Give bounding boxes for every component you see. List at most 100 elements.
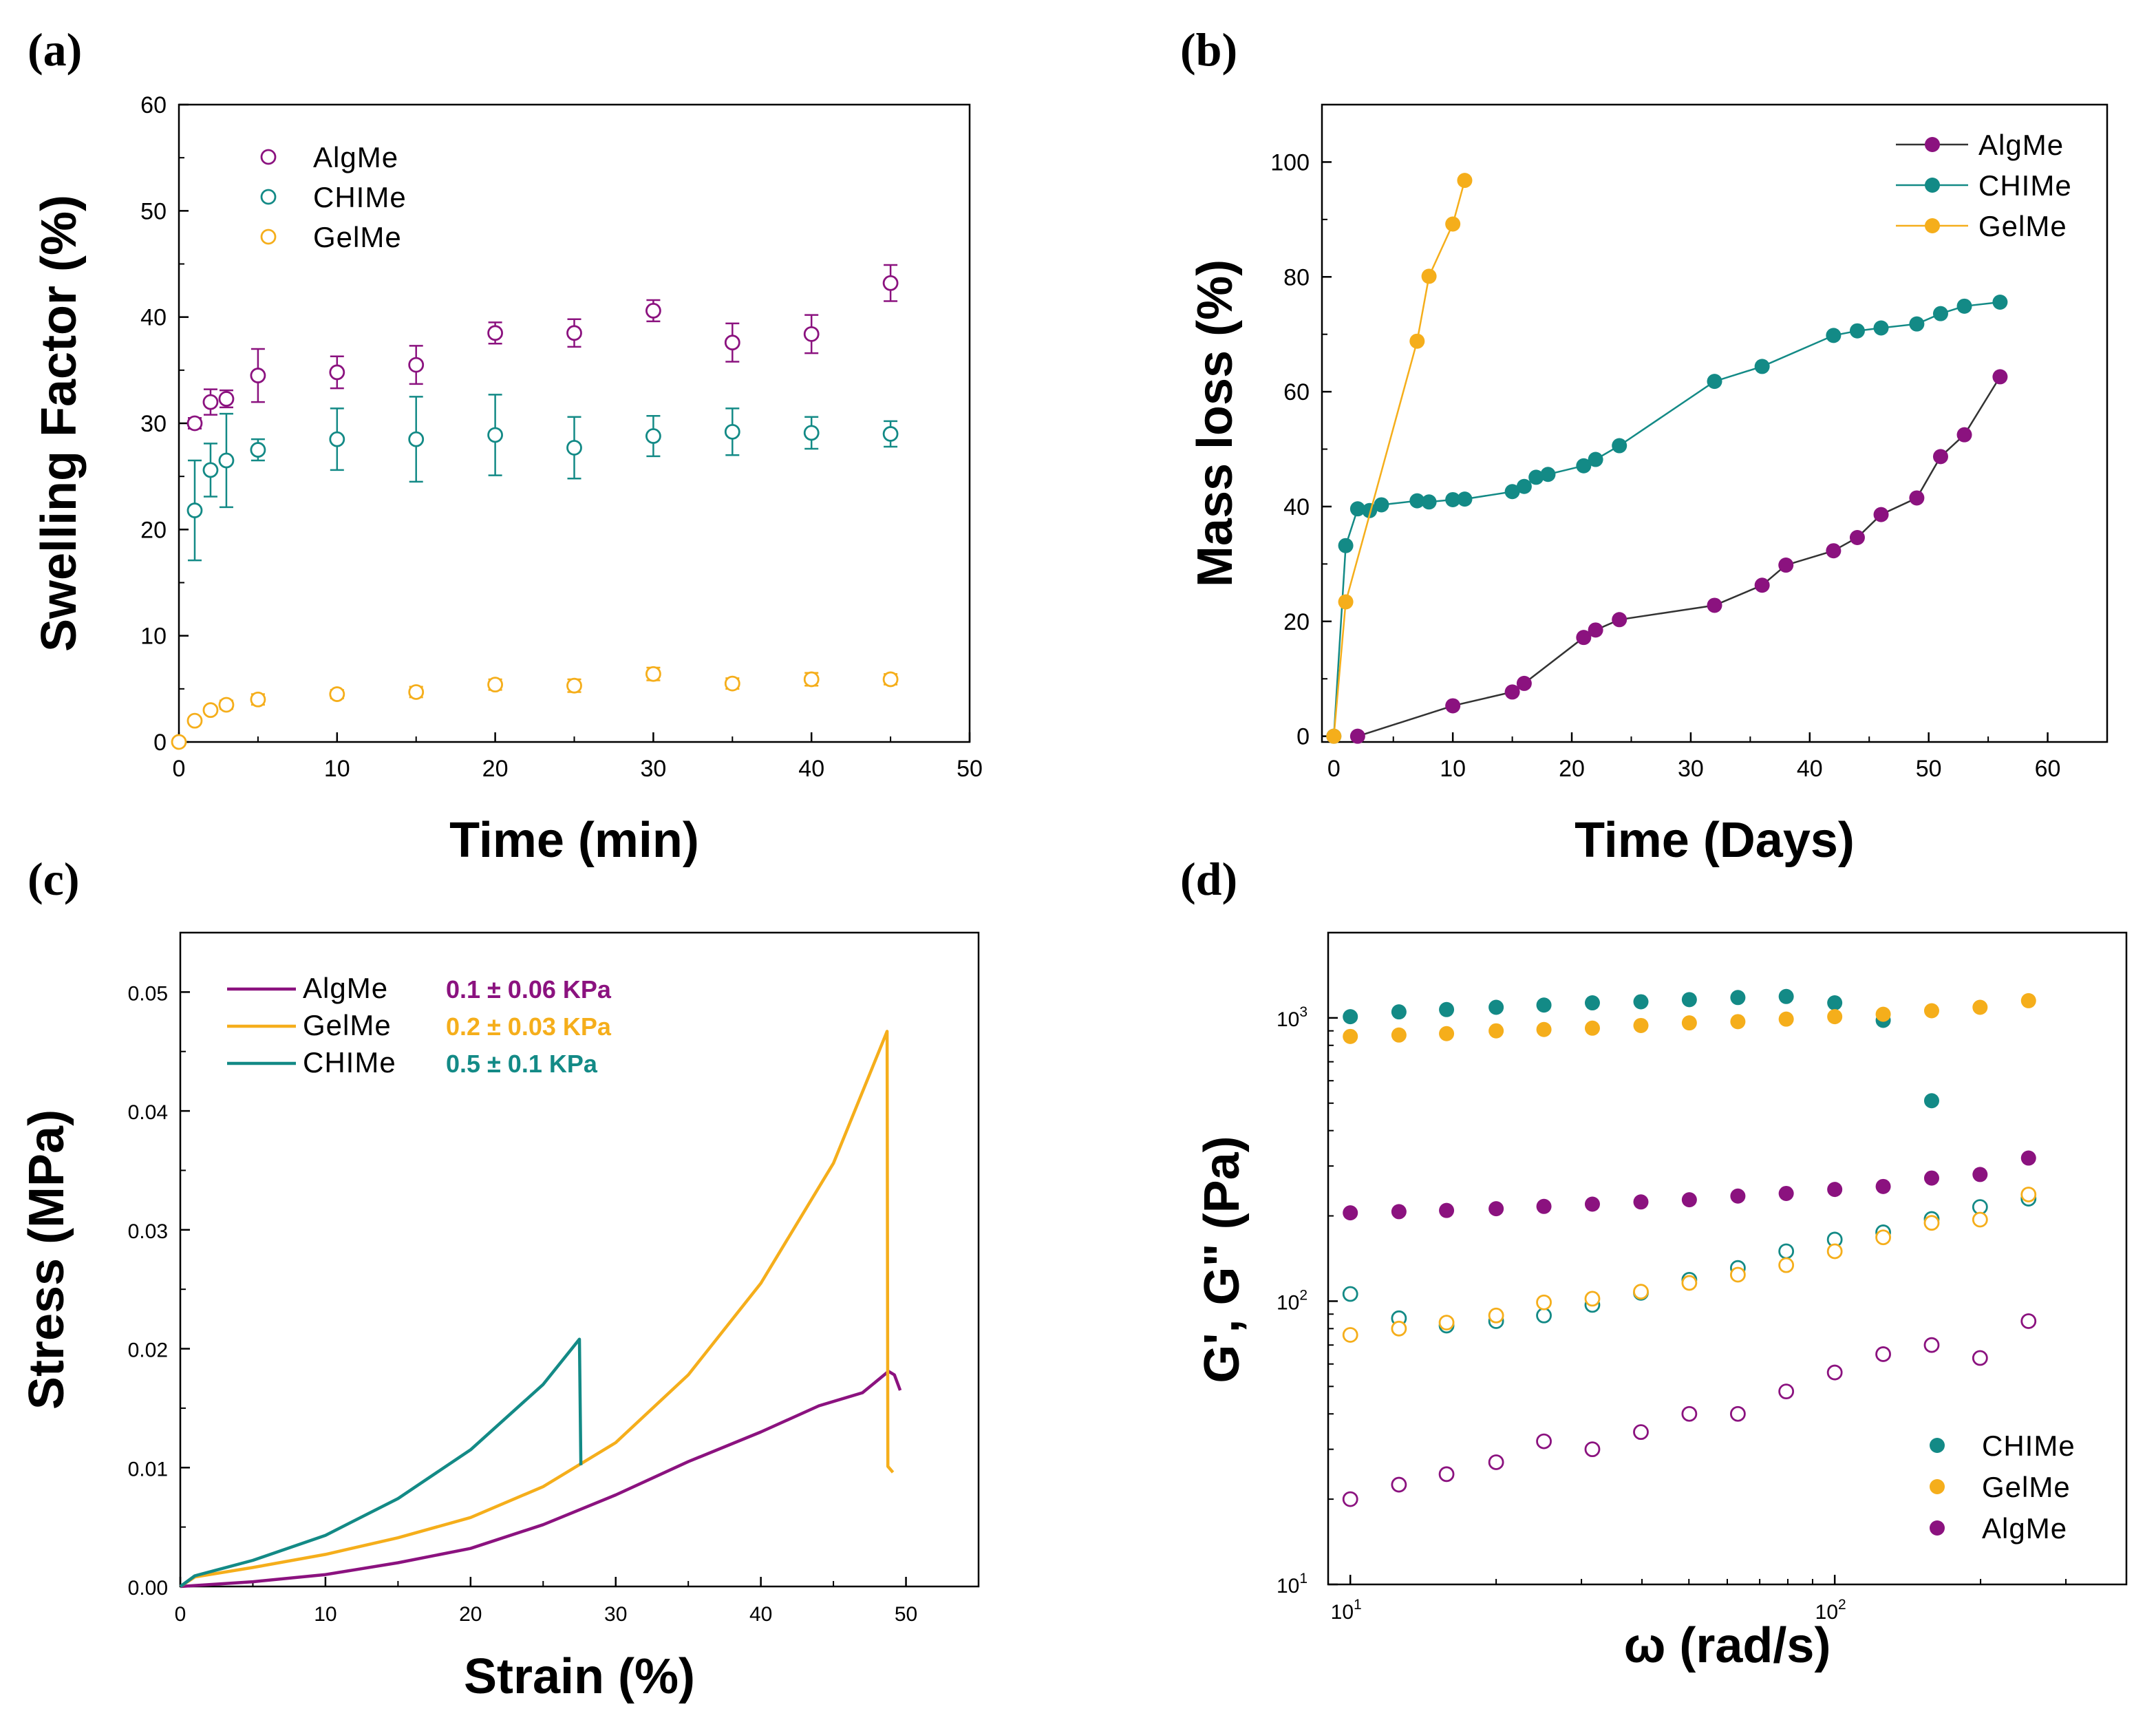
data-point — [1992, 294, 2008, 310]
data-point — [1584, 1291, 1601, 1307]
data-point — [1681, 1275, 1698, 1291]
tick-base: 10 — [1277, 1008, 1299, 1031]
data-point — [487, 325, 503, 341]
x-tick-label: 50 — [895, 1603, 917, 1626]
data-point — [724, 675, 740, 692]
y-tick-label: 40 — [140, 305, 167, 331]
data-point — [1826, 1243, 1843, 1260]
legend-label: CHIMe — [313, 181, 407, 213]
y-tick-label: 40 — [1283, 494, 1310, 520]
data-point — [1826, 543, 1842, 559]
data-point — [1504, 484, 1520, 500]
data-point — [803, 425, 820, 441]
panel-d: (d)ω (rad/s)G', G" (Pa)101 102101102103CH… — [1180, 853, 2128, 1673]
x-tick-label: 30 — [604, 1603, 627, 1626]
data-point — [1730, 1188, 1746, 1204]
legend-marker — [1925, 137, 1940, 152]
data-point — [1536, 1433, 1552, 1450]
data-point — [1633, 1424, 1649, 1441]
data-point — [1488, 999, 1504, 1015]
y-tick-label: 0.03 — [128, 1220, 168, 1243]
data-point — [1457, 173, 1473, 189]
y-tick-label: 0 — [153, 730, 167, 756]
data-point — [250, 368, 266, 383]
data-point — [1778, 1383, 1795, 1400]
data-point — [1536, 997, 1552, 1013]
data-point — [1343, 1028, 1358, 1044]
data-point — [1875, 1229, 1891, 1246]
data-point — [1338, 538, 1354, 553]
plot-frame — [179, 931, 980, 1588]
x-axis-label: Strain (%) — [464, 1649, 695, 1704]
data-point — [1826, 1364, 1843, 1381]
data-point — [1778, 1243, 1795, 1260]
y-tick-label: 103 — [1277, 1004, 1308, 1031]
data-point — [1338, 594, 1354, 610]
x-tick-label: 30 — [1678, 756, 1704, 782]
legend-marker — [260, 229, 277, 245]
x-tick-label: 40 — [749, 1603, 772, 1626]
data-point — [1849, 323, 1865, 339]
x-tick-label: 0 — [173, 756, 186, 782]
data-point — [1730, 1014, 1746, 1030]
data-point — [1584, 1020, 1600, 1036]
data-point — [202, 702, 219, 719]
y-axis-label: Swelling Factor (%) — [32, 195, 87, 652]
x-tick-label: 10 — [1440, 756, 1466, 782]
data-point — [566, 440, 582, 456]
data-point — [1536, 1021, 1552, 1037]
data-point — [1956, 298, 1972, 314]
data-point — [1576, 458, 1592, 474]
data-point — [1873, 507, 1889, 522]
x-tick-label: 0 — [1327, 756, 1341, 782]
series-chime — [1326, 294, 2008, 744]
data-point — [1681, 1015, 1697, 1031]
tick-exponent: 3 — [1299, 1004, 1308, 1020]
data-point — [250, 442, 266, 458]
data-point — [1362, 502, 1378, 518]
data-point — [1778, 988, 1794, 1004]
data-point — [1576, 630, 1592, 646]
data-point — [724, 423, 740, 440]
series-line-algme — [180, 1370, 902, 1589]
panel-label: (c) — [28, 853, 79, 905]
y-tick-label: 0.04 — [128, 1101, 168, 1124]
plot-frame — [1321, 103, 2109, 743]
data-point — [487, 677, 503, 693]
x-tick-label: 40 — [798, 756, 824, 782]
y-tick-label: 80 — [1283, 264, 1310, 290]
x-tick-label: 102 — [1815, 1597, 1846, 1624]
data-point — [218, 452, 235, 469]
data-point — [1873, 320, 1889, 336]
data-point — [1778, 1185, 1794, 1201]
legend-label: GelMe — [1978, 210, 2067, 242]
data-point — [1516, 675, 1532, 691]
legend-marker — [1930, 1479, 1945, 1494]
data-point — [1633, 1284, 1649, 1300]
legend-marker — [1930, 1438, 1945, 1453]
data-point — [1349, 501, 1365, 517]
data-point — [1972, 1167, 1988, 1182]
x-axis-label: ω (rad/s) — [1624, 1618, 1831, 1673]
data-point — [1504, 684, 1520, 700]
series-line — [1333, 301, 2000, 736]
data-point — [1730, 1266, 1746, 1283]
data-point — [250, 691, 266, 708]
panel-label: (a) — [28, 23, 82, 76]
y-axis-label: Stress (MPa) — [19, 1110, 74, 1410]
data-point — [882, 275, 899, 291]
legend-label: CHIMe — [1982, 1430, 2075, 1462]
modulus-annotation: 0.1 ± 0.06 KPa — [446, 975, 612, 1004]
legend-label: CHIMe — [1978, 169, 2072, 202]
y-tick-label: 0.05 — [128, 982, 168, 1005]
y-tick-label: 50 — [140, 198, 167, 224]
y-tick-label: 0.02 — [128, 1339, 168, 1362]
data-point — [1827, 1009, 1843, 1025]
data-point — [186, 415, 203, 432]
y-tick-label: 101 — [1277, 1571, 1308, 1597]
data-point — [882, 426, 899, 442]
legend-label: CHIMe — [303, 1046, 396, 1079]
data-point — [1391, 1476, 1407, 1493]
data-point — [202, 394, 219, 410]
y-tick-label: 102 — [1277, 1287, 1308, 1314]
